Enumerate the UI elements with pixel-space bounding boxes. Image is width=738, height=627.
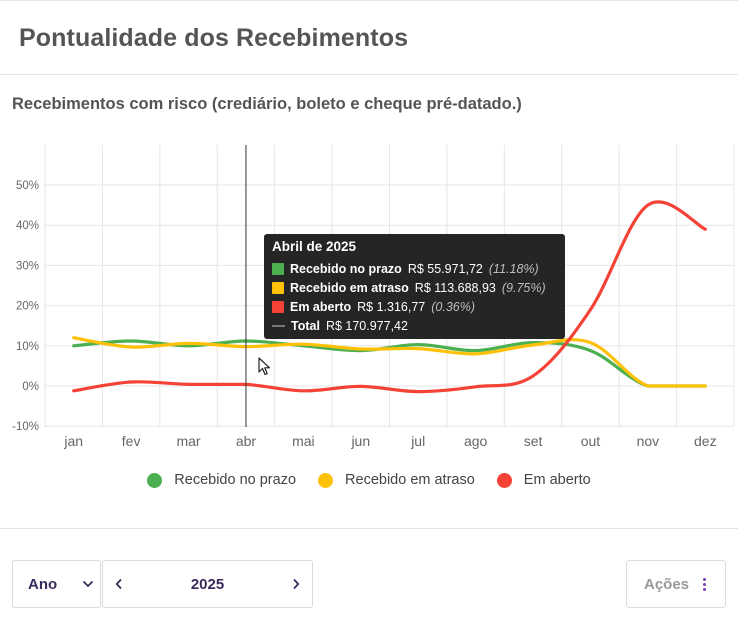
- tooltip-pct: (0.36%): [431, 299, 476, 314]
- tooltip-title: Abril de 2025: [272, 239, 357, 254]
- card-title: Pontualidade dos Recebimentos: [19, 24, 409, 52]
- tooltip-swatch: [272, 281, 284, 294]
- chevron-down-icon: [82, 580, 94, 588]
- footer-divider: [0, 528, 738, 529]
- tooltip-total-label: Total: [291, 318, 320, 333]
- period-select[interactable]: Ano: [12, 560, 101, 608]
- tooltip-row-em-aberto: Em aberto R$ 1.316,77 (0.36%): [272, 297, 557, 316]
- y-tick-label: 50%: [16, 180, 39, 192]
- x-tick-label-jun: jun: [350, 433, 370, 449]
- legend-label: Em aberto: [523, 472, 591, 488]
- kebab-menu-icon: [703, 577, 707, 591]
- chevron-left-icon[interactable]: [115, 578, 123, 590]
- tooltip-total-marker: [272, 324, 285, 327]
- x-tick-label-mai: mai: [292, 433, 315, 449]
- tooltip-value: R$ 1.316,77: [357, 299, 426, 314]
- actions-button[interactable]: Ações: [626, 560, 726, 608]
- line-chart[interactable]: 50% 40% 30% 20% 10% 0% -10% jan fev mar abr mai jun j…: [0, 141, 738, 461]
- tooltip-row-total: Total R$ 170.977,42: [272, 316, 557, 335]
- legend-item-recebido-no-prazo[interactable]: Recebido no prazo: [147, 472, 296, 488]
- actions-label: Ações: [644, 575, 690, 593]
- chart-subtitle: Recebimentos com risco (crediário, bolet…: [12, 95, 522, 113]
- tooltip-pct: (11.18%): [488, 261, 539, 276]
- tooltip-row-no-prazo: Recebido no prazo R$ 55.971,72 (11.18%): [272, 259, 557, 278]
- y-tick-label: 0%: [22, 381, 39, 393]
- chevron-right-icon[interactable]: [292, 578, 300, 590]
- y-tick-label: 40%: [16, 220, 39, 232]
- tooltip-total-value: R$ 170.977,42: [325, 318, 408, 333]
- year-label: 2025: [190, 575, 225, 593]
- legend-dot-green: [147, 472, 163, 488]
- x-tick-label-out: out: [581, 433, 601, 449]
- x-tick-label-ago: ago: [464, 433, 488, 449]
- tooltip-label: Recebido em atraso: [290, 280, 409, 295]
- legend-item-recebido-em-atraso[interactable]: Recebido em atraso: [318, 472, 475, 488]
- legend-label: Recebido em atraso: [345, 472, 475, 488]
- y-tick-label: 30%: [16, 260, 39, 272]
- x-tick-label-fev: fev: [122, 433, 141, 449]
- period-select-value: Ano: [28, 575, 58, 593]
- tooltip-label: Em aberto: [290, 299, 352, 314]
- tooltip-swatch: [272, 300, 284, 313]
- x-tick-label-jul: jul: [410, 433, 425, 449]
- legend-dot-red: [496, 472, 512, 488]
- x-tick-label-set: set: [524, 433, 543, 449]
- card-header: Pontualidade dos Recebimentos: [0, 1, 738, 75]
- chart-legend: Recebido no prazo Recebido em atraso Em …: [0, 472, 738, 488]
- series-line-em-aberto: [72, 200, 707, 394]
- y-tick-label: 10%: [16, 341, 39, 353]
- x-tick-label-dez: dez: [694, 433, 717, 449]
- x-tick-label-mar: mar: [176, 433, 200, 449]
- chart-tooltip: Abril de 2025 Recebido no prazo R$ 55.97…: [264, 234, 565, 339]
- y-tick-label: -10%: [12, 421, 39, 433]
- tooltip-swatch: [272, 262, 284, 275]
- x-tick-label-jan: jan: [63, 433, 83, 449]
- legend-item-em-aberto[interactable]: Em aberto: [496, 472, 591, 488]
- mouse-pointer-icon: [258, 357, 271, 376]
- tooltip-value: R$ 113.688,93: [414, 280, 496, 295]
- tooltip-row-em-atraso: Recebido em atraso R$ 113.688,93 (9.75%): [272, 278, 557, 297]
- tooltip-pct: (9.75%): [501, 280, 546, 295]
- legend-label: Recebido no prazo: [174, 472, 297, 488]
- tooltip-label: Recebido no prazo: [290, 261, 402, 276]
- x-tick-label-abr: abr: [236, 433, 257, 449]
- legend-dot-yellow: [318, 472, 334, 488]
- y-tick-label: 20%: [16, 301, 39, 313]
- series-line-recebido-em-atraso: [72, 336, 707, 388]
- year-navigator: 2025: [102, 560, 313, 608]
- series-line-recebido-no-prazo: [72, 339, 707, 388]
- tooltip-value: R$ 55.971,72: [407, 261, 483, 276]
- x-tick-label-nov: nov: [637, 433, 660, 449]
